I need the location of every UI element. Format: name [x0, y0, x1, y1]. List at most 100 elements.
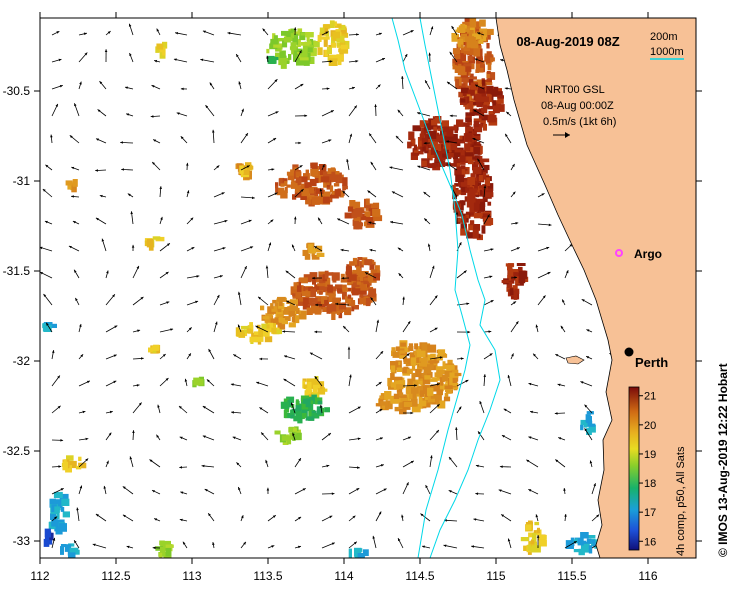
- current-vector-arrow: [236, 462, 241, 467]
- current-vector-arrow: [349, 375, 352, 387]
- current-product-line3: 0.5m/s (1kt 6h): [543, 116, 616, 128]
- sst-pixel: [455, 175, 464, 183]
- current-vector-arrow: [349, 33, 359, 36]
- current-vector-arrow: [266, 266, 269, 278]
- sst-pixel: [371, 269, 378, 273]
- sst-pixel: [308, 41, 311, 45]
- sst-pixel: [270, 303, 274, 309]
- sst-pixel: [532, 533, 537, 541]
- current-vector-arrow: [430, 430, 439, 440]
- sst-pixel: [456, 119, 463, 127]
- current-vector-arrow: [126, 113, 133, 116]
- sst-pixel: [277, 297, 286, 302]
- sst-pixel: [474, 147, 481, 155]
- current-vector-arrow: [322, 492, 335, 495]
- sst-pixel: [414, 343, 418, 349]
- sst-pixel: [411, 373, 415, 382]
- sst-pixel: [310, 163, 316, 166]
- x-tick-label: 116: [638, 569, 657, 583]
- sst-pixel: [282, 320, 288, 325]
- sst-pixel: [285, 307, 290, 311]
- current-vector-arrow: [214, 275, 223, 278]
- current-vector-arrow: [528, 436, 538, 440]
- sst-pixel: [486, 79, 492, 83]
- current-vector-arrow: [100, 195, 106, 198]
- current-vector-arrow: [457, 271, 467, 279]
- sst-pixel: [306, 389, 313, 393]
- current-vector-arrow: [349, 60, 358, 63]
- sst-pixel: [61, 499, 69, 506]
- current-vector-arrow: [403, 54, 407, 62]
- current-vector-arrow: [295, 458, 301, 467]
- sst-pixel: [63, 511, 70, 517]
- current-vector-arrow: [370, 249, 377, 252]
- current-vector-arrow: [259, 407, 268, 413]
- sst-pixel: [321, 176, 330, 182]
- sst-pixel: [397, 368, 402, 373]
- argo-label: Argo: [634, 247, 662, 261]
- current-vector-arrow: [295, 517, 301, 521]
- current-vector-arrow: [449, 457, 457, 467]
- current-vector-arrow: [483, 374, 486, 386]
- colorbar-tick-label: 16: [644, 536, 656, 548]
- current-vector-arrow: [233, 354, 241, 359]
- sst-pixel: [368, 288, 376, 297]
- sst-pixel: [470, 220, 474, 225]
- current-vector-arrow: [268, 243, 271, 252]
- current-vector-arrow: [52, 406, 61, 413]
- current-vector-arrow: [241, 542, 246, 548]
- current-vector-arrow: [133, 330, 140, 333]
- sst-pixel: [534, 522, 539, 525]
- current-vector-arrow: [284, 355, 295, 359]
- current-vector-arrow: [152, 85, 161, 89]
- current-vector-arrow: [40, 247, 53, 251]
- sst-pixel: [302, 413, 307, 418]
- sst-pixel: [473, 230, 479, 239]
- current-vector-arrow: [52, 31, 59, 35]
- sst-pixel: [482, 225, 486, 233]
- sst-pixel: [306, 416, 315, 420]
- sst-pixel: [349, 549, 352, 558]
- current-vector-arrow: [152, 162, 160, 170]
- sst-pixel: [510, 288, 514, 295]
- current-vector-arrow: [565, 244, 572, 251]
- sst-pixel: [537, 528, 540, 533]
- sst-pixel: [352, 212, 355, 218]
- current-vector-arrow: [376, 85, 381, 90]
- current-vector-arrow: [153, 140, 160, 144]
- current-vector-arrow: [214, 247, 226, 251]
- current-vector-arrow: [79, 324, 82, 332]
- sst-pixel: [347, 275, 351, 282]
- current-vector-arrow: [376, 382, 382, 386]
- current-vector-arrow: [214, 220, 227, 224]
- current-vector-arrow: [228, 32, 242, 35]
- current-vector-arrow: [401, 76, 404, 89]
- sst-pixel: [382, 406, 385, 410]
- current-vector-arrow: [376, 33, 382, 35]
- current-vector-arrow: [484, 300, 494, 305]
- sst-pixel: [305, 254, 311, 260]
- current-vector-arrow: [52, 85, 63, 89]
- sst-pixel: [424, 375, 430, 379]
- sst-pixel: [332, 32, 340, 39]
- current-vector-arrow: [511, 301, 516, 305]
- current-vector-arrow: [457, 380, 468, 386]
- current-vector-arrow: [175, 32, 187, 35]
- sst-pixel: [308, 244, 313, 253]
- current-vector-arrow: [533, 354, 538, 359]
- colorbar-tick-label: 20: [644, 420, 656, 432]
- sst-pixel: [474, 203, 480, 211]
- sst-pixel: [331, 295, 336, 298]
- current-vector-arrow: [123, 486, 133, 494]
- sst-pixel: [390, 373, 395, 380]
- sst-pixel: [311, 306, 319, 314]
- current-vector-arrow: [202, 465, 214, 468]
- sst-pixel: [465, 133, 472, 142]
- sst-pixel: [404, 402, 412, 407]
- y-tick-label: -33: [13, 534, 31, 548]
- sst-pixel: [288, 54, 291, 60]
- sst-pixel: [76, 466, 81, 470]
- current-vector-arrow: [79, 354, 83, 359]
- sst-pixel: [484, 165, 490, 170]
- current-vector-arrow: [128, 194, 133, 197]
